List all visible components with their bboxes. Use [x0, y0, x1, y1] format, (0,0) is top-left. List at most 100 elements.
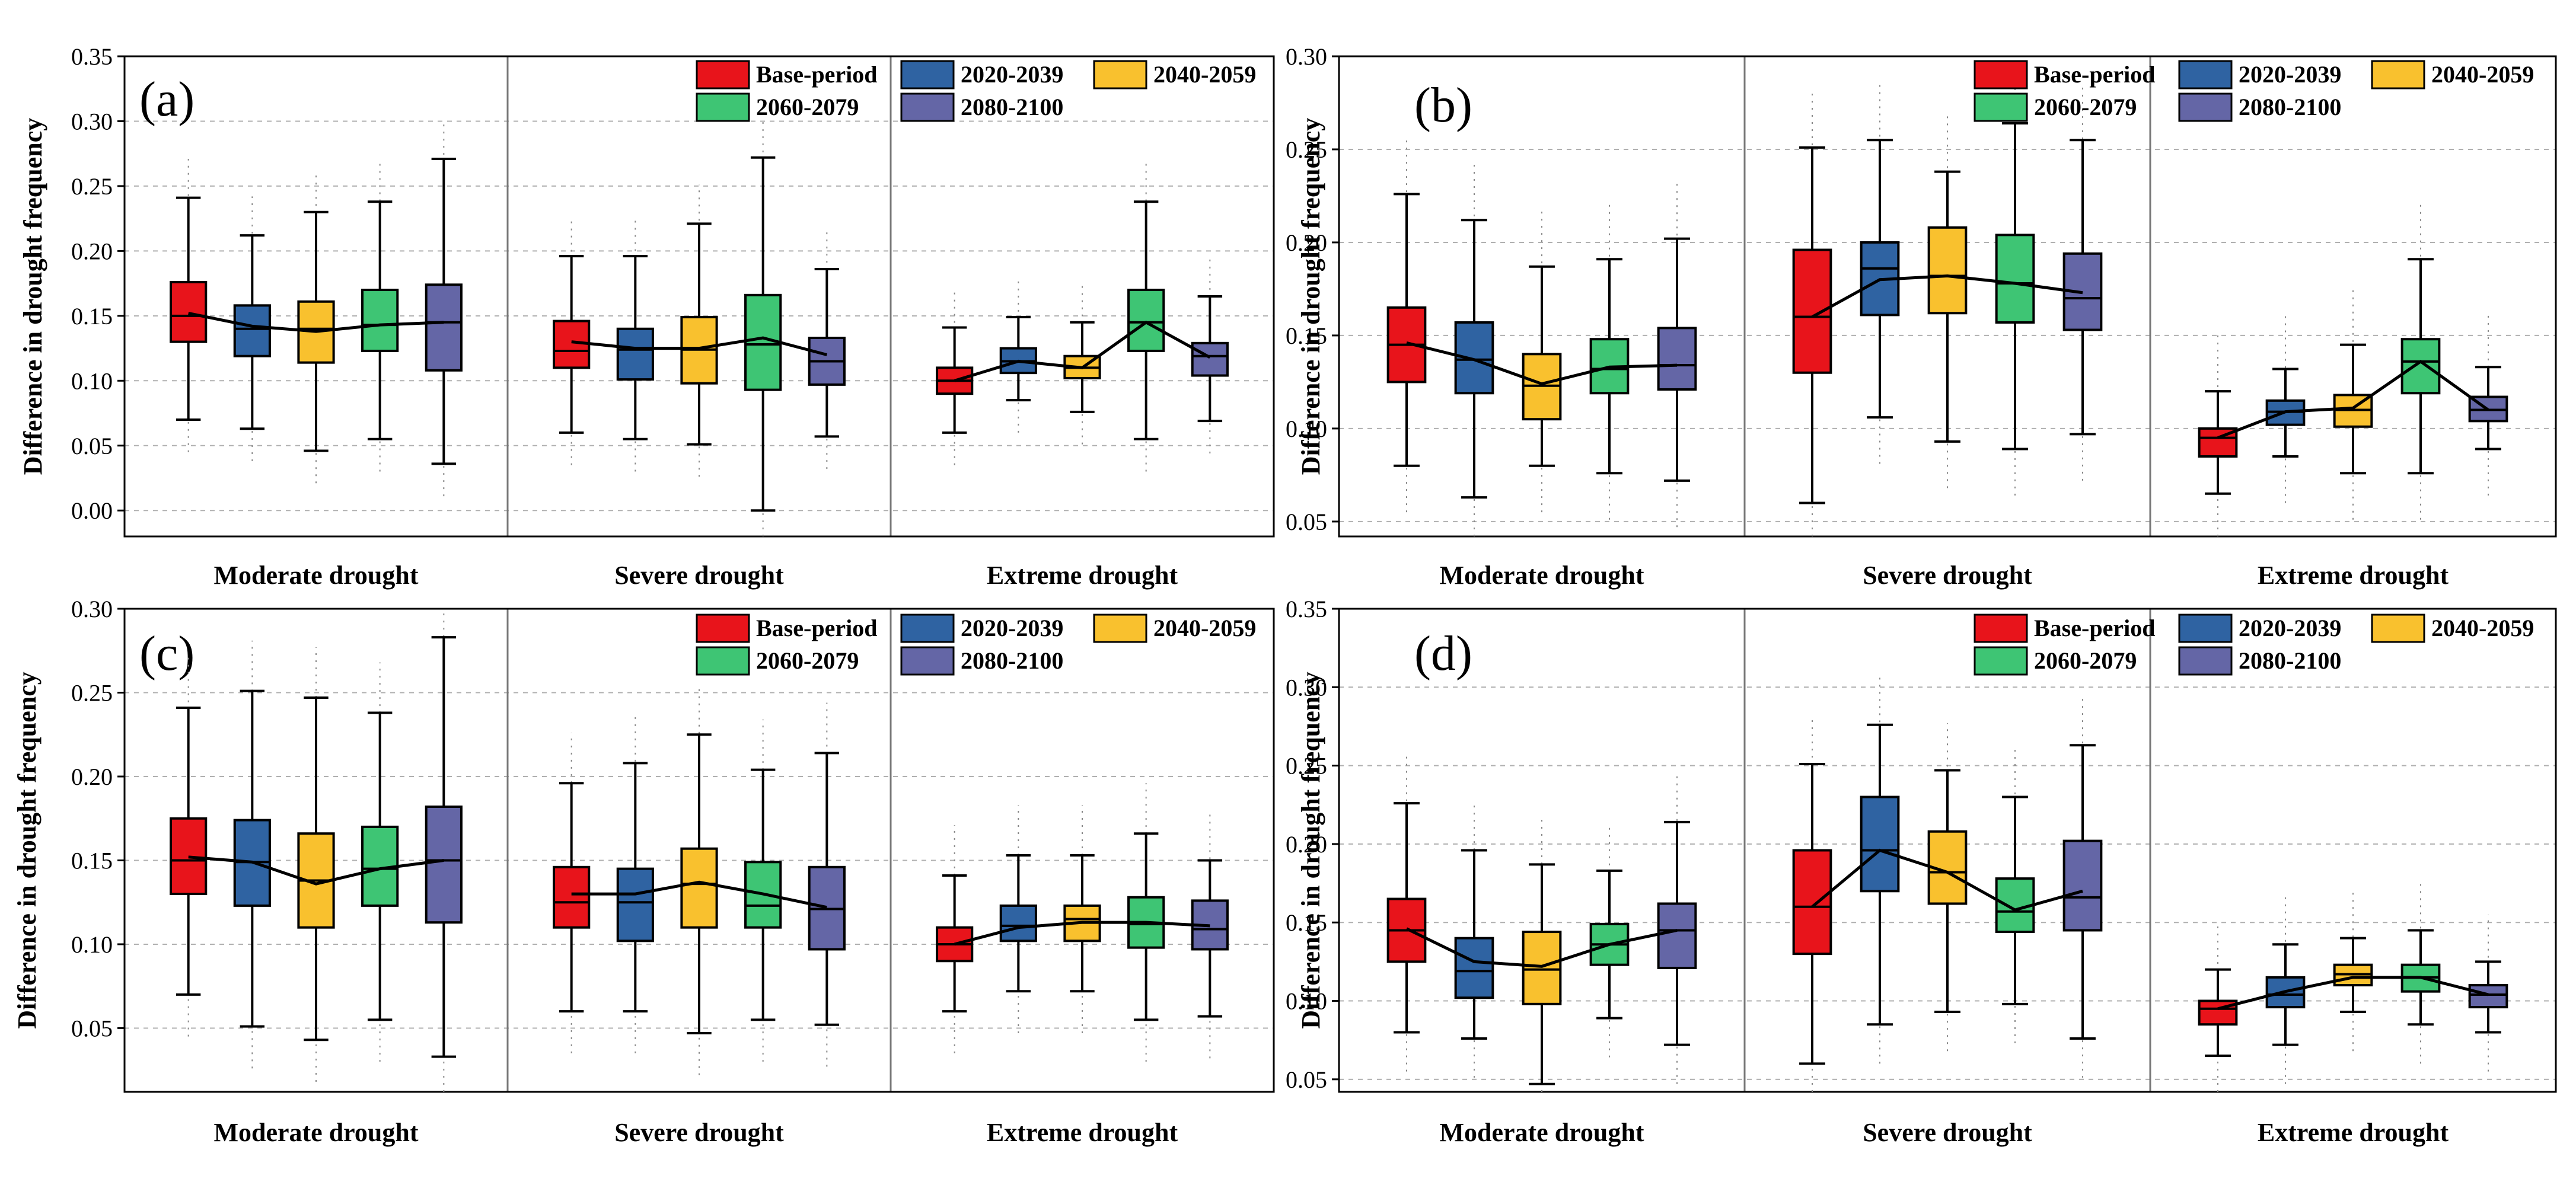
boxes	[170, 119, 1229, 536]
box-2060-2079	[361, 162, 399, 472]
gridlines: 0.05 0.10 0.15 0.20 0.25 0.30	[1286, 43, 2556, 535]
box-2040-2059	[1063, 805, 1101, 1033]
legend-swatch	[1974, 614, 2028, 643]
y-tick-label: 0.00	[71, 497, 113, 524]
legend-swatch	[1974, 60, 2028, 90]
mean-line	[188, 855, 444, 886]
legend-item: 2060-2079	[1974, 92, 2137, 122]
mean-line	[954, 320, 1211, 382]
legend: Base-period 2020-2039 2040-2059 2060-2079 20…	[1974, 614, 2534, 676]
legend-label: 2080-2100	[961, 647, 1063, 674]
box-2080-2100	[1191, 810, 1229, 1059]
mean-line	[571, 336, 827, 356]
box-body	[1127, 289, 1165, 352]
legend-label: 2080-2100	[961, 94, 1063, 120]
y-tick-label: 0.25	[1286, 753, 1327, 779]
box-2060-2079	[361, 662, 399, 1062]
legend-label: 2060-2079	[756, 94, 859, 120]
legend-item: 2020-2039	[900, 60, 1063, 90]
legend-item: 2020-2039	[900, 614, 1063, 643]
boxes	[1386, 67, 2508, 536]
box-body	[1522, 931, 1562, 1005]
box-body	[1927, 226, 1968, 315]
box-2040-2059	[2333, 289, 2373, 520]
legend-item: Base-period	[1974, 614, 2155, 643]
box-Base-period	[170, 158, 208, 452]
box-2020-2039	[999, 278, 1037, 433]
y-axis-label: Difference in drought frequency	[1296, 118, 1325, 475]
legend-swatch	[900, 60, 955, 90]
legend-item: Base-period	[696, 614, 877, 643]
legend-item: 2080-2100	[2178, 646, 2341, 676]
box-2020-2039	[1860, 678, 1900, 1064]
box-2020-2039	[233, 196, 271, 462]
legend: Base-period 2020-2039 2040-2059 2060-2079 20…	[1974, 60, 2534, 122]
box-2040-2059	[297, 173, 335, 484]
legend: Base-period 2020-2039 2040-2059 2060-2079 20…	[696, 614, 1256, 676]
legend-swatch	[1974, 92, 2028, 122]
box-2080-2100	[425, 609, 463, 1092]
y-tick-label: 0.15	[1286, 322, 1327, 349]
category-label: Severe drought	[1863, 561, 2032, 590]
y-tick-label: 0.05	[1286, 509, 1327, 535]
category-label: Extreme drought	[987, 561, 1178, 590]
box-body	[1792, 849, 1832, 956]
box-body	[999, 904, 1037, 942]
boxes	[1386, 678, 2508, 1092]
box-2040-2059	[1522, 817, 1562, 1092]
box-2080-2100	[1657, 775, 1697, 1084]
legend-label: 2040-2059	[2431, 61, 2534, 88]
box-body	[425, 283, 463, 372]
legend-label: Base-period	[2034, 61, 2155, 88]
box-Base-period	[1792, 91, 1832, 536]
box-2020-2039	[233, 640, 271, 1069]
y-tick-label: 0.10	[71, 368, 113, 394]
legend-label: Base-period	[756, 615, 877, 641]
box-2040-2059	[297, 647, 335, 1082]
panel-label: (d)	[1414, 626, 1472, 681]
legend-item: 2060-2079	[696, 646, 859, 676]
box-body	[2062, 839, 2103, 932]
box-2080-2100	[808, 702, 846, 1067]
box-body	[616, 867, 654, 942]
panel-b: 0.05 0.10 0.15 0.20 0.25 0.30 Difference in dr…	[1286, 43, 2557, 590]
box-2080-2100	[425, 120, 463, 497]
category-label: Severe drought	[614, 561, 784, 590]
box-2060-2079	[2400, 883, 2441, 1064]
box-body	[2400, 338, 2441, 395]
legend-swatch	[696, 646, 750, 676]
box-2040-2059	[1522, 210, 1562, 513]
legend-label: 2020-2039	[961, 61, 1063, 88]
category-label: Severe drought	[614, 1118, 784, 1147]
y-tick-label: 0.05	[71, 433, 113, 459]
box-2060-2079	[1589, 203, 1630, 520]
y-tick-label: 0.20	[1286, 229, 1327, 256]
legend-label: 2060-2079	[756, 647, 859, 674]
panel-a: 0.00 0.05 0.10 0.15 0.20 0.25 0.30 0.35 Differen…	[18, 43, 1275, 590]
y-tick-label: 0.25	[1286, 136, 1327, 163]
mean-line	[2217, 359, 2489, 439]
box-body	[425, 805, 463, 924]
legend-swatch	[900, 92, 955, 122]
legend-swatch	[1093, 60, 1147, 90]
y-tick-label: 0.05	[71, 1015, 113, 1041]
legend-label: Base-period	[2034, 615, 2155, 641]
y-axis-label: Difference in drought frequency	[18, 118, 47, 475]
panel-c: 0.05 0.10 0.15 0.20 0.25 0.30 Difference in dr…	[12, 596, 1275, 1147]
box-body	[616, 327, 654, 381]
box-body	[233, 304, 271, 357]
legend-swatch	[2371, 60, 2425, 90]
box-2060-2079	[1127, 162, 1165, 472]
box-2040-2059	[2333, 891, 2373, 1052]
legend-item: 2040-2059	[1093, 614, 1256, 643]
y-tick-label: 0.05	[1286, 1066, 1327, 1093]
y-tick-label: 0.20	[1286, 831, 1327, 858]
category-label: Extreme drought	[2258, 561, 2449, 590]
box-2060-2079	[1995, 750, 2035, 1043]
box-body	[2198, 427, 2238, 458]
box-2040-2059	[1063, 283, 1101, 445]
box-body	[1995, 877, 2035, 934]
legend-swatch	[696, 614, 750, 643]
legend-label: 2040-2059	[1153, 61, 1256, 88]
